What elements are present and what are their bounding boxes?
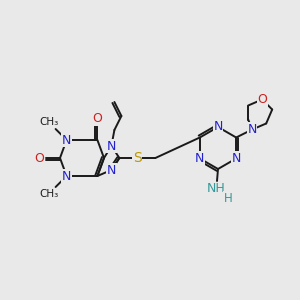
Text: O: O [257,93,267,106]
Text: O: O [34,152,44,164]
Text: O: O [92,112,102,125]
Text: N: N [62,169,71,182]
Text: N: N [248,123,257,136]
Text: NH: NH [207,182,225,196]
Text: N: N [195,152,205,165]
Text: N: N [62,134,71,146]
Text: S: S [133,151,142,165]
Text: N: N [232,152,241,165]
Text: N: N [107,164,116,176]
Text: CH₃: CH₃ [39,117,58,127]
Text: H: H [224,191,232,205]
Text: N: N [107,140,116,152]
Text: N: N [213,121,223,134]
Text: CH₃: CH₃ [39,189,58,199]
